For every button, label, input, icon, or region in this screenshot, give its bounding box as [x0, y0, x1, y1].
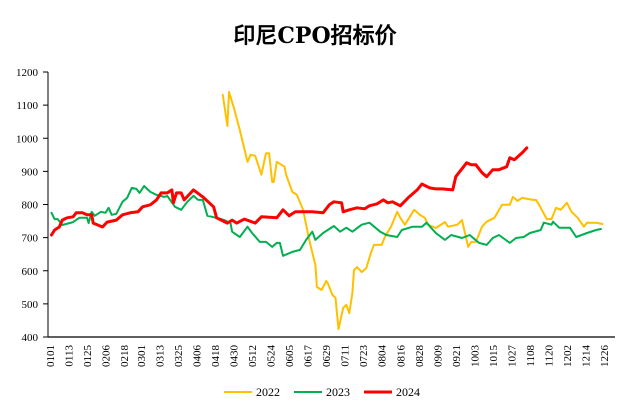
x-tick-label: 1202	[562, 345, 574, 367]
x-tick-label: 0430	[229, 345, 241, 368]
x-tick-label: 1226	[599, 345, 611, 368]
y-axis: 400 500 600 700 800 900 1000 1100 1200	[16, 67, 49, 344]
x-tick-label: 0125	[82, 345, 94, 368]
y-tick-label: 400	[22, 332, 39, 344]
x-tick-label: 0313	[155, 345, 167, 368]
x-tick-label: 0301	[136, 345, 148, 367]
x-tick-label: 0206	[101, 345, 113, 368]
x-tick-label: 0512	[247, 345, 259, 367]
series-lines	[50, 90, 604, 331]
x-tick-label: 1003	[469, 345, 481, 368]
chart-title: 印尼CPO招标价	[233, 23, 397, 49]
x-tick-label: 1214	[580, 345, 592, 368]
x-tick-label: 0804	[377, 345, 389, 368]
x-axis: 0101 0113 0125 0206 0218 0301 0313 0325 0406 0418…	[45, 336, 615, 368]
x-tick-label: 0113	[64, 345, 76, 367]
x-tick-label: 1027	[506, 345, 518, 368]
x-tick-label: 0406	[192, 345, 204, 368]
x-tick-label: 0617	[303, 345, 315, 368]
y-tick-label: 900	[22, 166, 39, 178]
x-tick-label: 0605	[284, 345, 296, 368]
x-tick-label: 0418	[210, 345, 222, 368]
x-tick-label: 0828	[414, 345, 426, 368]
y-tick-label: 1200	[16, 67, 39, 79]
series-line-2023	[50, 185, 602, 257]
y-tick-label: 800	[22, 200, 39, 212]
x-tick-label: 0711	[340, 345, 352, 367]
x-tick-label: 0101	[45, 345, 57, 367]
x-tick-label: 1108	[525, 345, 537, 367]
x-tick-label: 1120	[543, 345, 555, 367]
series-line-2024	[50, 146, 529, 237]
legend: 2022 2023 2024	[224, 385, 420, 399]
series-line-2022	[221, 90, 604, 331]
x-tick-label: 1015	[488, 345, 500, 368]
y-tick-label: 1100	[16, 100, 38, 112]
x-tick-label: 0218	[119, 345, 131, 368]
x-tick-label: 0723	[358, 345, 370, 368]
x-tick-label: 0325	[173, 345, 185, 368]
x-tick-label: 0909	[432, 345, 444, 368]
y-tick-label: 600	[22, 266, 39, 278]
y-tick-label: 700	[22, 233, 39, 245]
x-tick-label: 0921	[451, 345, 463, 367]
y-tick-label: 1000	[16, 133, 39, 145]
legend-label-2022: 2022	[256, 385, 280, 399]
legend-label-2023: 2023	[326, 385, 350, 399]
y-tick-label: 500	[22, 299, 39, 311]
x-tick-label: 0816	[395, 345, 407, 368]
legend-label-2024: 2024	[396, 385, 420, 399]
x-tick-label: 0524	[266, 345, 278, 368]
x-tick-label: 0629	[321, 345, 333, 368]
